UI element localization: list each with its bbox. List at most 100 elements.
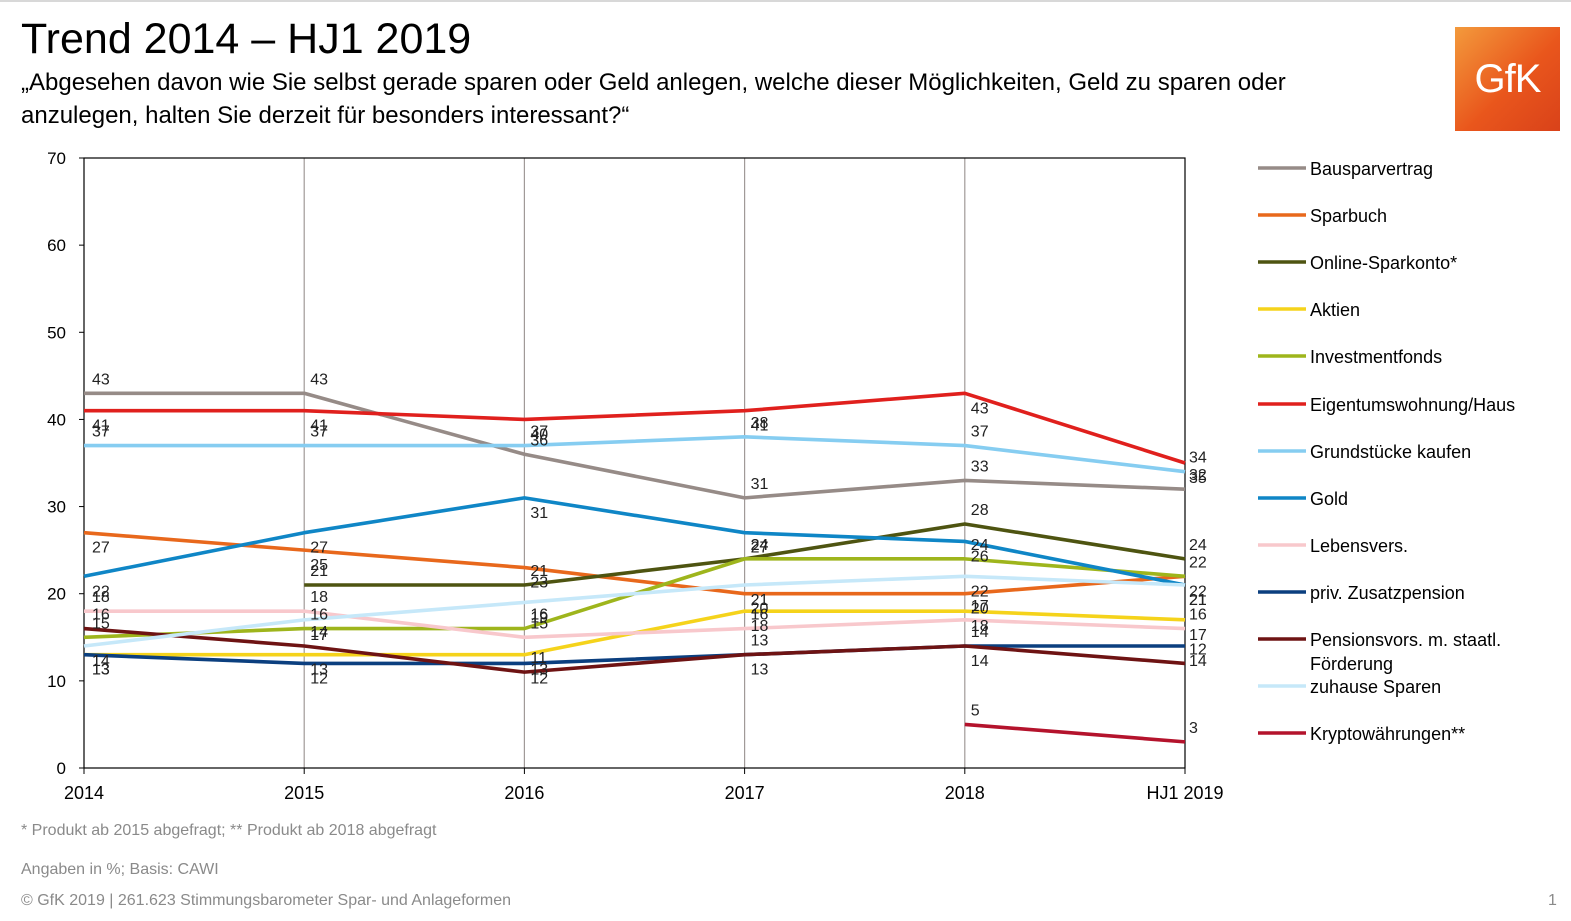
data-label: 12 <box>310 670 328 687</box>
data-label: 41 <box>310 418 328 435</box>
data-label: 18 <box>310 589 328 606</box>
data-label: 16 <box>530 607 548 624</box>
legend-label: Investmentfonds <box>1310 347 1442 367</box>
data-label: 12 <box>530 670 548 687</box>
data-label: 24 <box>971 537 989 554</box>
data-label: 36 <box>530 432 548 449</box>
series-line-7 <box>83 496 1186 587</box>
series-line-6 <box>84 435 1186 474</box>
data-label: 17 <box>1189 627 1207 644</box>
series-line-12 <box>964 722 1186 744</box>
data-label: 13 <box>92 662 110 679</box>
gfk-logo: GfK <box>1455 27 1560 131</box>
data-label: 20 <box>751 601 769 618</box>
logo-text: GfK <box>1474 56 1542 101</box>
y-tick-label: 40 <box>47 410 66 429</box>
data-label: 24 <box>751 537 769 554</box>
data-label: 37 <box>92 424 110 441</box>
copyright-footnote: © GfK 2019 | 261.623 Stimmungsbarometer … <box>21 892 511 909</box>
legend-label: Kryptowährungen** <box>1310 724 1465 744</box>
data-label: 24 <box>751 537 769 554</box>
data-label: 3 <box>1189 720 1198 737</box>
data-label: 12 <box>1189 641 1207 658</box>
data-label: 27 <box>92 540 110 557</box>
data-label: 23 <box>530 575 548 592</box>
data-label: 13 <box>92 662 110 679</box>
data-label: 16 <box>751 607 769 624</box>
data-label: 37 <box>530 424 548 441</box>
data-label: 32 <box>1189 467 1207 484</box>
series-line-8 <box>84 609 1186 640</box>
data-label: 24 <box>1189 537 1207 554</box>
data-label: 13 <box>751 633 769 650</box>
legend-label: Lebensvers. <box>1310 536 1408 556</box>
data-label: 16 <box>92 607 110 624</box>
data-label: 31 <box>530 505 548 522</box>
x-tick-label: 2017 <box>725 783 765 803</box>
data-label: 21 <box>310 563 328 580</box>
plot-frame <box>83 157 1186 769</box>
data-label: 19 <box>530 609 548 626</box>
page-title: Trend 2014 – HJ1 2019 <box>21 15 472 63</box>
data-label: 14 <box>971 624 989 641</box>
legend-label: zuhause Sparen <box>1310 677 1441 697</box>
x-tick-label: 2016 <box>504 783 544 803</box>
legend-label: Bausparvertrag <box>1310 159 1433 179</box>
data-label: 14 <box>92 653 110 670</box>
data-label: 15 <box>92 615 110 632</box>
data-label: 18 <box>92 589 110 606</box>
data-label: 41 <box>92 418 110 435</box>
series-line-5 <box>84 391 1186 465</box>
data-label: 18 <box>971 618 989 635</box>
data-label: 20 <box>971 601 989 618</box>
data-label: 43 <box>310 371 328 388</box>
x-tick-label: 2018 <box>945 783 985 803</box>
data-label: 13 <box>530 662 548 679</box>
x-tick-label: 2014 <box>64 783 104 803</box>
data-label: 43 <box>971 400 989 417</box>
data-label: 37 <box>310 424 328 441</box>
data-label: 43 <box>92 371 110 388</box>
legend-label: Sparbuch <box>1310 206 1387 226</box>
data-label: 33 <box>971 458 989 475</box>
data-label: 14 <box>310 624 328 641</box>
data-label: 22 <box>971 583 989 600</box>
data-label: 38 <box>751 415 769 432</box>
data-label: 5 <box>971 702 980 719</box>
series-line-11 <box>83 574 1186 648</box>
data-label: 25 <box>310 557 328 574</box>
data-label: 14 <box>1189 653 1207 670</box>
question-subtitle: „Abgesehen davon wie Sie selbst gerade s… <box>21 69 1286 129</box>
data-label: 27 <box>751 540 769 557</box>
top-border <box>0 0 1571 2</box>
series-line-10 <box>83 626 1186 674</box>
data-label: 22 <box>1189 554 1207 571</box>
legend-label: Online-Sparkonto* <box>1310 253 1457 273</box>
data-label: 13 <box>751 662 769 679</box>
data-label: 37 <box>971 424 989 441</box>
y-tick-label: 10 <box>47 672 66 691</box>
data-label: 16 <box>1189 607 1207 624</box>
x-tick-label: 2015 <box>284 783 324 803</box>
series-line-1 <box>83 530 1186 596</box>
data-label: 21 <box>530 563 548 580</box>
y-tick-label: 30 <box>47 498 66 517</box>
data-label: 35 <box>1189 470 1207 487</box>
y-tick-label: 70 <box>47 149 66 168</box>
data-label: 13 <box>310 662 328 679</box>
data-label: 27 <box>310 540 328 557</box>
y-tick-label: 0 <box>57 759 66 778</box>
basis-footnote: Angaben in %; Basis: CAWI <box>21 861 219 878</box>
series-line-9 <box>83 644 1185 666</box>
data-label: 18 <box>751 618 769 635</box>
data-label: 41 <box>751 418 769 435</box>
data-label: 17 <box>971 598 989 615</box>
series-line-0 <box>84 391 1186 500</box>
legend-label: Gold <box>1310 489 1348 509</box>
data-label: 21 <box>1189 592 1207 609</box>
legend-label: Pensionsvors. m. staatl. Förderung <box>1310 630 1501 674</box>
data-label: 21 <box>751 592 769 609</box>
page-number: 1 <box>1548 892 1557 909</box>
data-label: 16 <box>310 607 328 624</box>
